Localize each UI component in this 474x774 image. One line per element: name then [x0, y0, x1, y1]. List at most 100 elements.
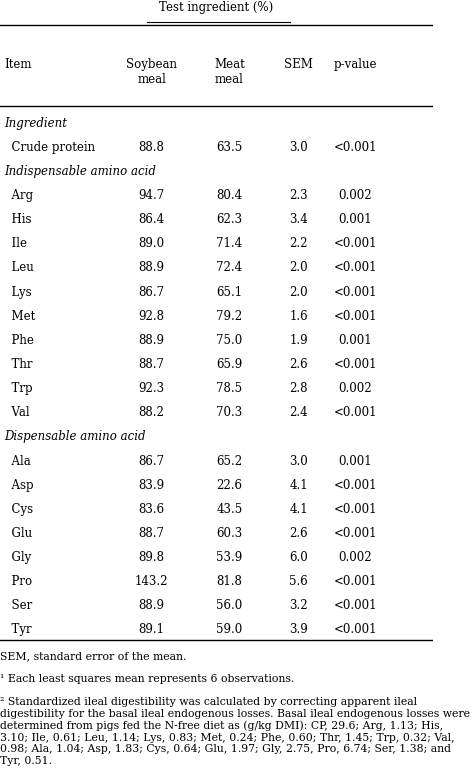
- Text: Tyr: Tyr: [4, 623, 32, 636]
- Text: Cys: Cys: [4, 503, 34, 515]
- Text: 86.7: 86.7: [138, 286, 164, 299]
- Text: 86.4: 86.4: [138, 213, 164, 226]
- Text: Gly: Gly: [4, 551, 32, 564]
- Text: <0.001: <0.001: [333, 358, 377, 371]
- Text: 89.8: 89.8: [138, 551, 164, 564]
- Text: Ile: Ile: [4, 238, 27, 250]
- Text: 88.2: 88.2: [139, 406, 164, 420]
- Text: 3.2: 3.2: [290, 599, 308, 612]
- Text: 3.4: 3.4: [290, 213, 308, 226]
- Text: Crude protein: Crude protein: [4, 141, 95, 154]
- Text: Pro: Pro: [4, 575, 32, 588]
- Text: 6.0: 6.0: [290, 551, 308, 564]
- Text: Ser: Ser: [4, 599, 33, 612]
- Text: 2.6: 2.6: [290, 527, 308, 540]
- Text: 72.4: 72.4: [217, 262, 243, 275]
- Text: 83.6: 83.6: [138, 503, 164, 515]
- Text: Soybean
meal: Soybean meal: [126, 58, 177, 86]
- Text: 3.0: 3.0: [290, 454, 308, 467]
- Text: 65.1: 65.1: [217, 286, 243, 299]
- Text: 0.002: 0.002: [338, 382, 372, 396]
- Text: 2.0: 2.0: [290, 262, 308, 275]
- Text: 1.9: 1.9: [290, 334, 308, 347]
- Text: 86.7: 86.7: [138, 454, 164, 467]
- Text: Meat
meal: Meat meal: [214, 58, 245, 86]
- Text: <0.001: <0.001: [333, 406, 377, 420]
- Text: 4.1: 4.1: [290, 503, 308, 515]
- Text: <0.001: <0.001: [333, 238, 377, 250]
- Text: 89.0: 89.0: [138, 238, 164, 250]
- Text: ¹ Each least squares mean represents 6 observations.: ¹ Each least squares mean represents 6 o…: [0, 674, 294, 684]
- Text: Test ingredient (%): Test ingredient (%): [159, 2, 273, 15]
- Text: 0.001: 0.001: [338, 213, 372, 226]
- Text: 88.7: 88.7: [138, 527, 164, 540]
- Text: 5.6: 5.6: [290, 575, 308, 588]
- Text: 62.3: 62.3: [217, 213, 243, 226]
- Text: 88.7: 88.7: [138, 358, 164, 371]
- Text: Glu: Glu: [4, 527, 32, 540]
- Text: 59.0: 59.0: [217, 623, 243, 636]
- Text: 89.1: 89.1: [138, 623, 164, 636]
- Text: His: His: [4, 213, 32, 226]
- Text: 60.3: 60.3: [217, 527, 243, 540]
- Text: 65.9: 65.9: [217, 358, 243, 371]
- Text: 65.2: 65.2: [217, 454, 243, 467]
- Text: 81.8: 81.8: [217, 575, 243, 588]
- Text: 4.1: 4.1: [290, 478, 308, 491]
- Text: 88.9: 88.9: [138, 334, 164, 347]
- Text: Item: Item: [4, 58, 32, 71]
- Text: 70.3: 70.3: [217, 406, 243, 420]
- Text: 3.0: 3.0: [290, 141, 308, 154]
- Text: 71.4: 71.4: [217, 238, 243, 250]
- Text: Dispensable amino acid: Dispensable amino acid: [4, 430, 146, 444]
- Text: 0.001: 0.001: [338, 334, 372, 347]
- Text: 0.001: 0.001: [338, 454, 372, 467]
- Text: <0.001: <0.001: [333, 262, 377, 275]
- Text: <0.001: <0.001: [333, 478, 377, 491]
- Text: 80.4: 80.4: [217, 189, 243, 202]
- Text: <0.001: <0.001: [333, 623, 377, 636]
- Text: 78.5: 78.5: [217, 382, 243, 396]
- Text: 88.8: 88.8: [139, 141, 164, 154]
- Text: 1.6: 1.6: [290, 310, 308, 323]
- Text: Ala: Ala: [4, 454, 31, 467]
- Text: 2.0: 2.0: [290, 286, 308, 299]
- Text: Indispensable amino acid: Indispensable amino acid: [4, 165, 156, 178]
- Text: SEM, standard error of the mean.: SEM, standard error of the mean.: [0, 651, 186, 661]
- Text: Met: Met: [4, 310, 36, 323]
- Text: <0.001: <0.001: [333, 575, 377, 588]
- Text: 0.002: 0.002: [338, 189, 372, 202]
- Text: Arg: Arg: [4, 189, 34, 202]
- Text: 94.7: 94.7: [138, 189, 164, 202]
- Text: Lys: Lys: [4, 286, 32, 299]
- Text: <0.001: <0.001: [333, 310, 377, 323]
- Text: 83.9: 83.9: [138, 478, 164, 491]
- Text: 92.8: 92.8: [138, 310, 164, 323]
- Text: ² Standardized ileal digestibility was calculated by correcting apparent ileal d: ² Standardized ileal digestibility was c…: [0, 697, 470, 765]
- Text: Ingredient: Ingredient: [4, 117, 67, 130]
- Text: 92.3: 92.3: [138, 382, 164, 396]
- Text: 2.2: 2.2: [290, 238, 308, 250]
- Text: 22.6: 22.6: [217, 478, 243, 491]
- Text: 0.002: 0.002: [338, 551, 372, 564]
- Text: Thr: Thr: [4, 358, 33, 371]
- Text: 56.0: 56.0: [217, 599, 243, 612]
- Text: <0.001: <0.001: [333, 286, 377, 299]
- Text: 88.9: 88.9: [138, 599, 164, 612]
- Text: <0.001: <0.001: [333, 503, 377, 515]
- Text: 43.5: 43.5: [217, 503, 243, 515]
- Text: Val: Val: [4, 406, 30, 420]
- Text: 2.4: 2.4: [290, 406, 308, 420]
- Text: <0.001: <0.001: [333, 527, 377, 540]
- Text: Trp: Trp: [4, 382, 33, 396]
- Text: p-value: p-value: [333, 58, 377, 71]
- Text: 143.2: 143.2: [135, 575, 168, 588]
- Text: SEM: SEM: [284, 58, 313, 71]
- Text: 53.9: 53.9: [217, 551, 243, 564]
- Text: Leu: Leu: [4, 262, 34, 275]
- Text: 2.3: 2.3: [290, 189, 308, 202]
- Text: <0.001: <0.001: [333, 599, 377, 612]
- Text: 2.8: 2.8: [290, 382, 308, 396]
- Text: Asp: Asp: [4, 478, 34, 491]
- Text: Phe: Phe: [4, 334, 34, 347]
